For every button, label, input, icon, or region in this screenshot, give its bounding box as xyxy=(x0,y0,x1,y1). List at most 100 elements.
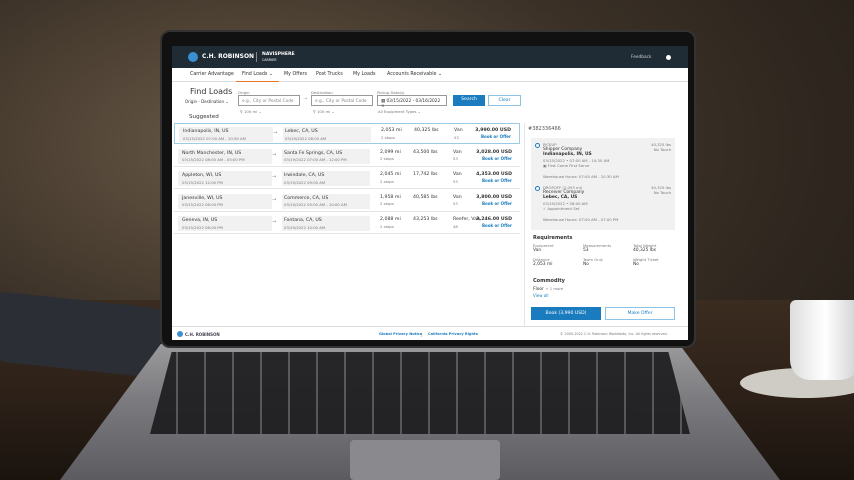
top-header: C.H. ROBINSON NAVISPHERE CARRIER Feedbac… xyxy=(172,46,688,68)
origin-time: 03/15/2022 06:00 PM xyxy=(182,224,223,230)
origin-radius-value: 100 mi xyxy=(244,109,258,114)
price: 3,028.00 USD xyxy=(476,149,512,155)
book-or-offer-link[interactable]: Book or Offer xyxy=(481,223,512,228)
load-row[interactable]: Indianapolis, IN, US 03/15/2022 07:00 AM… xyxy=(174,123,520,144)
book-or-offer-link[interactable]: Book or Offer xyxy=(481,155,512,161)
destination-box: Fontana, CA, US 03/19/2022 10:00 AM xyxy=(282,216,370,231)
requirement-label: Total Weight xyxy=(633,243,657,248)
book-or-offer-link[interactable]: Book or Offer xyxy=(481,178,512,183)
weight: 40,325 lbs xyxy=(414,128,439,133)
main-nav: Carrier Advantage Find Loads ⌄ My Offers… xyxy=(172,68,688,82)
equipment: Van xyxy=(454,128,463,133)
pickup-city: Indianapolis, IN, US xyxy=(543,152,592,157)
weight: 43,253 lbs xyxy=(413,217,438,222)
requirement-label: Measurements xyxy=(583,243,612,248)
stops: 2 stops xyxy=(380,223,394,229)
load-row[interactable]: Janesville, WI, US 03/15/2022 06:00 PM →… xyxy=(174,190,520,212)
load-id: #382336466 xyxy=(528,126,561,132)
pickup-type: PICKUP xyxy=(543,142,557,147)
destination-input[interactable]: e.g., City or Postal Code xyxy=(311,95,373,106)
load-row[interactable]: North Manchester, IN, US 03/15/2022 08:0… xyxy=(174,145,520,167)
nav-accounts-receivable[interactable]: Accounts Receivable ⌄ xyxy=(387,72,442,77)
stops: 2 stops xyxy=(381,134,395,140)
equipment-dropdown[interactable]: All Equipment Types ⌄ xyxy=(378,109,421,114)
price: 4,353.00 USD xyxy=(476,172,512,177)
miles: 2,099 mi xyxy=(380,149,401,155)
feedback-link[interactable]: Feedback xyxy=(631,55,652,60)
dropoff-marker-icon xyxy=(535,186,540,191)
pickup-time: 03/15/2022 • 07:00 AM - 10:30 AM xyxy=(543,158,610,163)
coffee-cup xyxy=(790,300,854,380)
view-all-link[interactable]: View all xyxy=(533,293,549,298)
make-offer-button[interactable]: Make Offer xyxy=(605,307,675,320)
destination-time: 03/19/2022 09:00 AM xyxy=(284,179,326,185)
search-mode-dropdown[interactable]: Origin - Destination ⌄ xyxy=(185,99,229,104)
pickup-date-label: Pickup Date(s) xyxy=(377,90,405,95)
equipment-size: 48 xyxy=(453,223,458,229)
origin-box: Janesville, WI, US 03/15/2022 06:00 PM xyxy=(178,193,272,209)
origin-box: North Manchester, IN, US 03/15/2022 08:0… xyxy=(178,148,272,164)
origin-input[interactable]: e.g., City or Postal Code xyxy=(238,95,300,106)
nav-post-trucks[interactable]: Post Trucks xyxy=(316,72,343,77)
book-or-offer-link[interactable]: Book or Offer xyxy=(481,200,512,206)
equipment: Van xyxy=(453,149,462,155)
pickup-weight: 40,325 lbs xyxy=(651,142,671,147)
equipment: Van xyxy=(453,194,462,200)
pickup-touch: No Touch xyxy=(653,147,671,152)
destination-time: 03/19/2022 07:00 AM - 12:00 PM xyxy=(284,157,347,162)
miles: 2,088 mi xyxy=(380,217,401,222)
dropoff-city: Lebec, CA, US xyxy=(543,195,578,200)
origin-city: Geneva, IN, US xyxy=(182,218,218,223)
requirement-value: 2,053 mi xyxy=(533,262,553,267)
nav-my-offers[interactable]: My Offers xyxy=(284,72,308,77)
divider xyxy=(256,52,257,62)
destination-city: Lebec, CA, US xyxy=(285,129,318,134)
global-privacy-link[interactable]: Global Privacy Notice xyxy=(379,332,423,336)
footer-logo-icon xyxy=(177,331,183,337)
nav-find-loads[interactable]: Find Loads ⌄ xyxy=(236,68,279,82)
arrow-right-icon: → xyxy=(273,130,278,136)
arrow-right-icon: → xyxy=(272,151,277,158)
copyright: © 2000-2022 C.H. Robinson Worldwide, Inc… xyxy=(560,332,668,336)
clear-button[interactable]: Clear xyxy=(488,95,521,106)
destination-label: Destination xyxy=(311,90,333,95)
equipment-size: 53 xyxy=(453,156,458,161)
price: 3,990.00 USD xyxy=(475,128,511,133)
book-button[interactable]: Book (3,990 USD) xyxy=(531,307,601,320)
pickup-company: Shipper Company xyxy=(543,147,583,152)
california-privacy-link[interactable]: California Privacy Rights xyxy=(428,332,478,336)
load-row[interactable]: Appleton, WI, US 03/15/2022 12:00 PM → I… xyxy=(174,168,520,189)
footer-brand: C.H. ROBINSON xyxy=(185,332,220,337)
destination-box: Lebec, CA, US 03/19/2022 08:00 AM xyxy=(283,127,371,142)
chevron-down-icon: ⌄ xyxy=(268,72,273,77)
destination-city: Irwindale, CA, US xyxy=(284,173,325,178)
dropoff-type: DROPOFF (2,053 mi) xyxy=(543,185,583,190)
dest-radius-value: 100 mi xyxy=(317,109,331,114)
nav-carrier-advantage[interactable]: Carrier Advantage xyxy=(190,72,234,77)
requirement-item: Equipment Van xyxy=(533,243,554,253)
load-row[interactable]: Geneva, IN, US 03/15/2022 06:00 PM → Fon… xyxy=(174,213,520,234)
pickup-marker-icon xyxy=(535,143,540,148)
destination-time: 03/19/2022 05:00 AM - 10:00 AM xyxy=(284,202,347,207)
destination-time: 03/19/2022 08:00 AM xyxy=(285,135,327,141)
equipment: Reefer, Van xyxy=(453,217,480,222)
user-circle-icon[interactable] xyxy=(666,55,671,60)
miles: 1,958 mi xyxy=(380,194,401,200)
origin-radius[interactable]: ⚲ 100 mi ⌄ xyxy=(240,109,262,114)
nav-my-loads[interactable]: My Loads xyxy=(353,72,376,77)
product-name: NAVISPHERE xyxy=(262,52,295,57)
book-or-offer-link[interactable]: Book or Offer xyxy=(480,134,511,139)
search-button[interactable]: Search xyxy=(453,95,485,106)
destination-radius[interactable]: ⚲ 100 mi ⌄ xyxy=(313,109,335,114)
requirement-label: Weight Ticket xyxy=(633,257,659,262)
price: 3,800.00 USD xyxy=(476,194,512,200)
origin-city: Appleton, WI, US xyxy=(182,173,222,178)
equipment-size: 53 xyxy=(453,178,458,184)
stops: 2 stops xyxy=(380,201,394,206)
commodity-value: Floor + 1 more xyxy=(533,286,563,292)
arrow-right-icon: → xyxy=(303,96,308,102)
equipment: Van xyxy=(453,172,462,177)
weight: 43,500 lbs xyxy=(413,149,438,155)
pickup-date-input[interactable]: ▦ 03/15/2022 - 03/16/2022 × xyxy=(377,95,447,109)
requirement-value: No xyxy=(633,262,639,267)
